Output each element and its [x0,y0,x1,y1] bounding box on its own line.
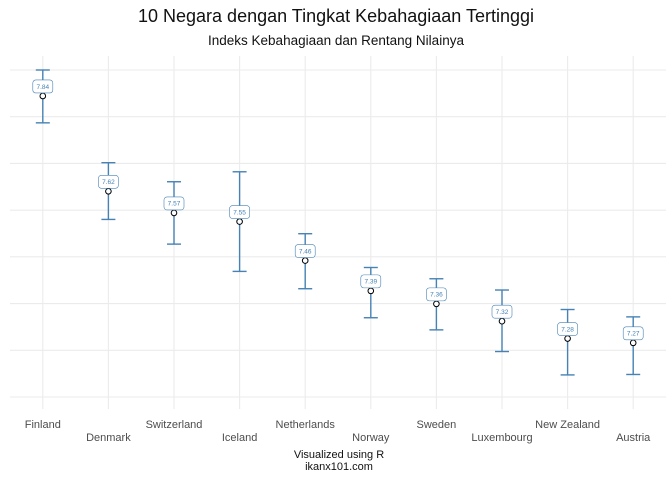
x-tick-label: Austria [616,432,651,444]
data-label-box [557,322,578,336]
data-point [367,287,375,295]
horizontal-gridlines [10,69,666,398]
data-label-box [32,79,54,94]
data-point [236,218,243,225]
x-tick-label: Norway [352,432,390,444]
data-point [433,300,440,308]
data-label: 7.62 [102,179,115,186]
data-label-box [163,196,185,211]
data-label-box [98,174,119,189]
x-tick-label: Netherlands [276,419,336,431]
data-label: 7.84 [36,84,49,91]
data-label-box [360,274,382,289]
data-point [629,339,637,347]
data-label: 7.46 [299,248,312,255]
data-label: 7.28 [561,326,574,333]
caption-line-2: ikanx101.com [305,461,373,473]
x-tick-label: Denmark [86,432,131,444]
data-label: 7.39 [364,279,377,286]
data-label: 7.27 [627,331,640,338]
data-label-box [426,287,447,302]
data-point [301,257,309,264]
data-label-box [294,244,316,258]
chart-subtitle: Indeks Kebahagiaan dan Rentang Nilainya [208,33,464,48]
data-point [498,317,506,325]
x-tick-label: New Zealand [535,419,600,431]
error-bars [35,69,641,376]
chart-title: 10 Negara dengan Tingkat Kebahagiaan Ter… [138,6,534,26]
x-tick-label: Luxembourg [471,432,532,444]
data-point [170,209,178,217]
caption-line-1: Visualized using R [293,449,385,461]
data-labels: 7.84 7.62 7.57 7.55 7.46 7.39 7.36 7.32 7.28 7.27 [32,79,644,341]
data-points [39,92,637,347]
data-label-box [622,326,644,341]
data-point [39,92,47,100]
data-point [105,187,112,195]
data-label: 7.55 [233,209,246,216]
x-tick-label: Iceland [222,432,257,444]
data-point [564,335,571,342]
x-tick-label: Switzerland [146,419,203,431]
error-bar-chart: 7.84 7.62 7.57 7.55 7.46 7.39 7.36 7.32 7.28 7.27… [10,56,666,444]
data-label-box [491,304,513,319]
x-tick-label: Finland [25,419,61,431]
data-label: 7.36 [430,292,443,299]
data-label-box [229,205,250,219]
x-tick-labels: Finland Denmark Switzerland Iceland Netherla… [25,419,651,444]
x-tick-label: Sweden [417,419,457,431]
data-label: 7.32 [496,309,509,316]
vertical-gridlines [42,56,634,409]
data-label: 7.57 [168,201,181,208]
